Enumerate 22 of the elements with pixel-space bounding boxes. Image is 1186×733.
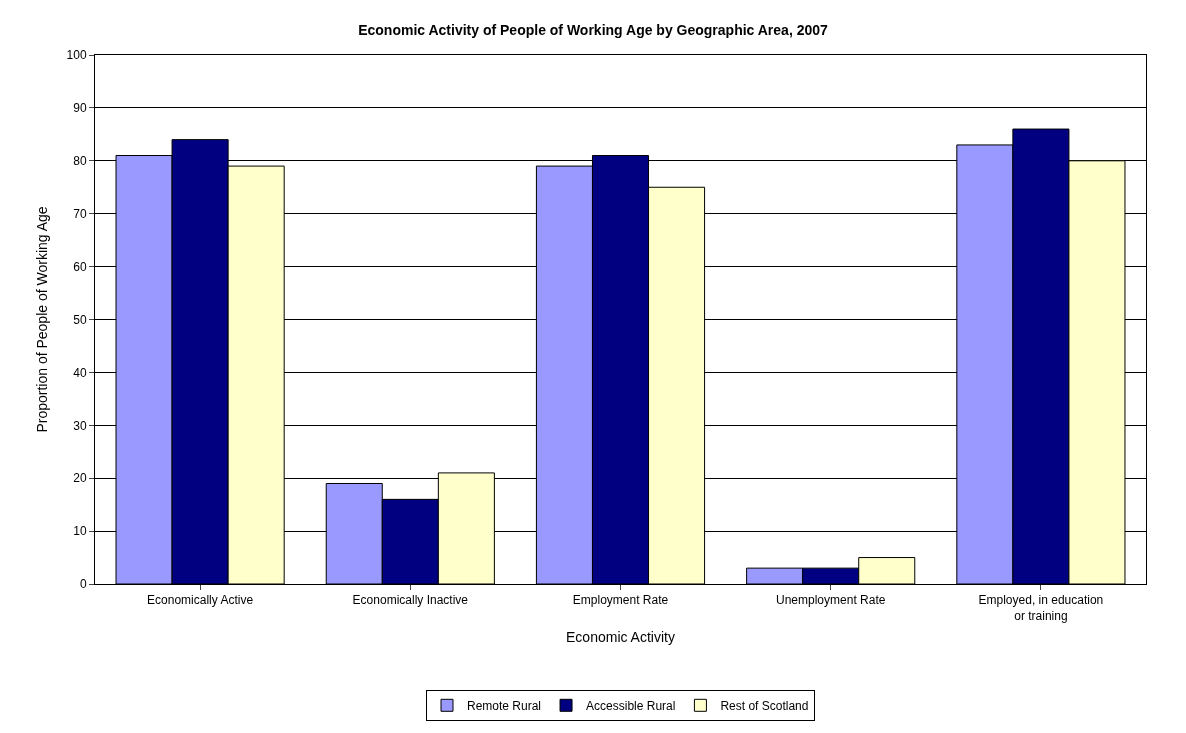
y-tick-label: 40 (73, 365, 87, 380)
y-tick-label: 100 (66, 48, 87, 63)
y-axis-title: Proportion of People of Working Age (34, 206, 51, 433)
y-tick-label: 90 (73, 101, 87, 116)
x-tick-label: Economically Active (147, 593, 254, 608)
x-tick-label: Employment Rate (572, 593, 669, 608)
x-tick-label: Employed, in education or training (978, 593, 1104, 623)
y-tick-label: 80 (73, 154, 87, 168)
legend-label: Accessible Rural (586, 698, 676, 713)
y-tick-label: 10 (73, 524, 87, 539)
legend-label: Rest of Scotland (720, 698, 809, 713)
chart-title: Economic Activity of People of Working Age by Geographic Area, 2007 (358, 22, 829, 39)
x-axis-title: Economic Activity (566, 629, 675, 646)
x-tick-label: Unemployment Rate (776, 593, 886, 608)
y-tick-label: 20 (73, 471, 87, 486)
y-tick-label: 50 (73, 312, 87, 327)
y-tick-label: 60 (73, 259, 87, 274)
y-tick-label: 30 (73, 418, 87, 433)
y-tick-label: 70 (73, 206, 87, 221)
x-tick-label: Economically Inactive (352, 593, 469, 608)
y-tick-label: 0 (79, 577, 87, 592)
legend-label: Remote Rural (467, 698, 542, 713)
